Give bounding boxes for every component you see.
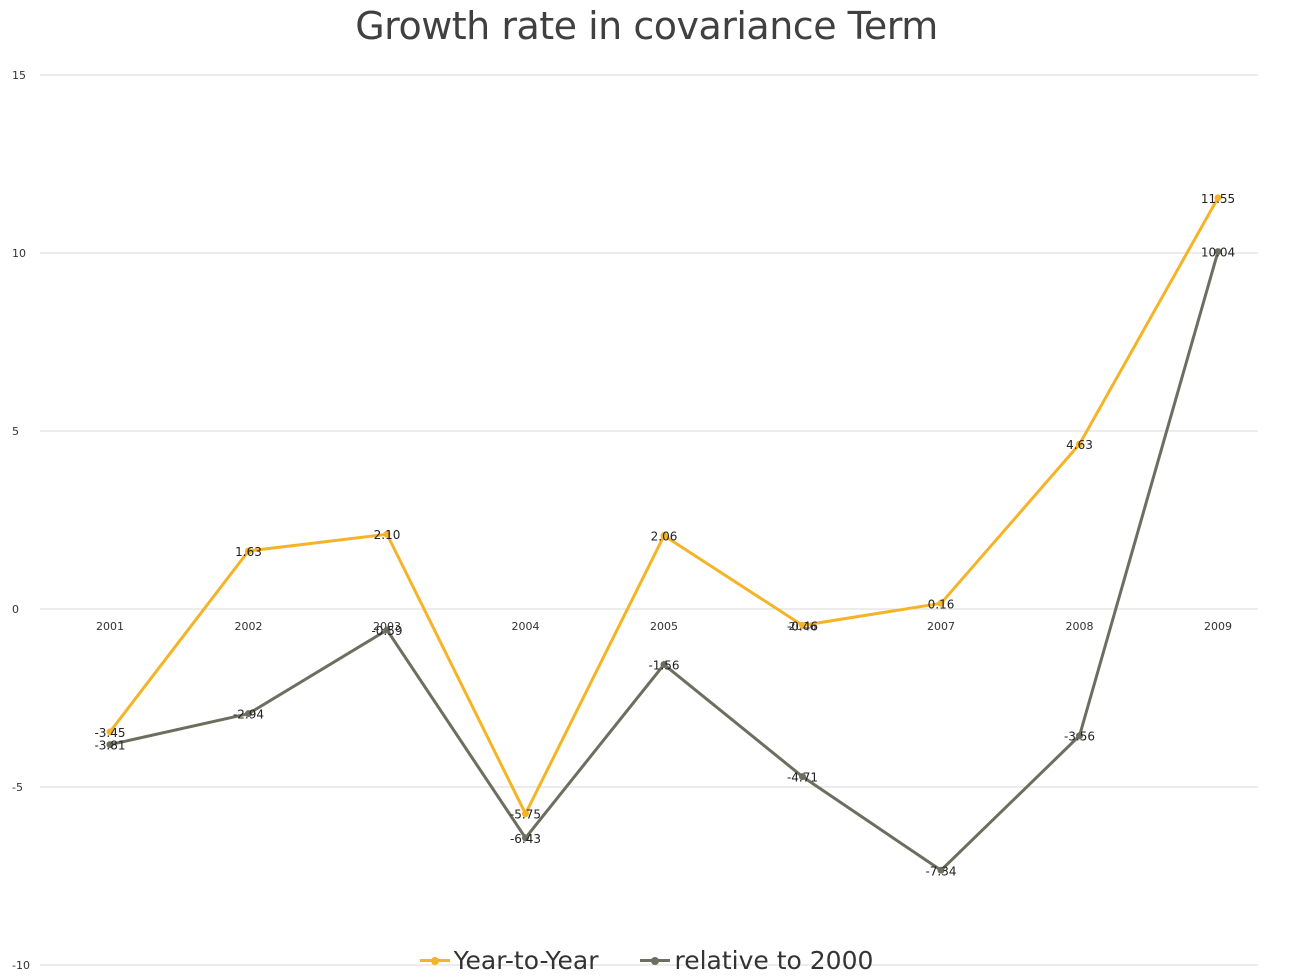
data-point: [1214, 248, 1222, 256]
data-point: [383, 626, 391, 634]
data-label: 2.10: [374, 528, 401, 542]
data-point: [1076, 732, 1083, 740]
data-label: 4.63: [1066, 438, 1093, 452]
series-lines: [106, 194, 1222, 874]
chart-title: Growth rate in covariance Term: [355, 4, 938, 48]
y-tick-label: -10: [12, 959, 30, 972]
y-tick-label: 10: [12, 247, 26, 260]
data-label: -7.34: [925, 864, 956, 878]
y-tick-label: 5: [12, 425, 19, 438]
data-label: -5.75: [510, 808, 541, 822]
data-label: 1.63: [235, 545, 262, 559]
x-tick-label: 2007: [927, 620, 955, 633]
y-tick-label: -5: [12, 781, 23, 794]
data-point: [245, 547, 252, 555]
y-tick-label: 0: [12, 603, 19, 616]
legend: Year-to-Year relative to 2000: [0, 946, 1293, 975]
data-label: -3.81: [94, 739, 125, 753]
data-point: [106, 741, 114, 749]
data-point: [937, 599, 945, 607]
data-point: [245, 710, 252, 718]
x-tick-label: 2008: [1066, 620, 1094, 633]
legend-swatch-relative-to-2000: [640, 956, 671, 965]
data-point: [660, 532, 668, 540]
data-label: -2.94: [233, 708, 264, 722]
x-tick-label: 2009: [1204, 620, 1232, 633]
legend-label-relative-to-2000: relative to 2000: [674, 946, 874, 975]
data-point: [383, 530, 391, 538]
data-point: [660, 661, 668, 669]
y-axis-tick-labels: -10 -5 0 5 10 15: [12, 69, 30, 972]
legend-item-relative-to-2000[interactable]: relative to 2000: [640, 946, 873, 975]
data-label: -6.43: [510, 832, 541, 846]
data-label: 11.55: [1201, 192, 1235, 206]
data-label: -1.56: [648, 659, 679, 673]
x-tick-label: 2003: [373, 620, 401, 633]
data-label: -0.46: [787, 619, 818, 633]
data-label: 2.06: [651, 530, 678, 544]
data-point: [522, 834, 529, 842]
data-point: [106, 728, 114, 736]
x-tick-label: 2001: [96, 620, 124, 633]
data-label: 0.16: [928, 597, 955, 611]
series-line-relative-to-2000: [108, 250, 1220, 872]
y-tick-label: 15: [12, 69, 26, 82]
data-point: [799, 773, 806, 781]
data-point: [1076, 440, 1083, 448]
data-label: -3.45: [94, 726, 125, 740]
x-tick-label: 2005: [650, 620, 678, 633]
series-line-year-to-year: [108, 196, 1220, 816]
gridlines: [40, 74, 1258, 966]
x-tick-label: 2004: [512, 620, 540, 633]
legend-item-year-to-year[interactable]: Year-to-Year: [419, 946, 599, 975]
data-point: [522, 810, 529, 818]
x-axis-tick-labels: 200120022003200420052006200720082009: [96, 620, 1232, 633]
legend-swatch-year-to-year: [419, 956, 450, 965]
data-labels: -3.45 1.63 2.10 -5.75 2.06 -0.46 0.16 4.63 11.55…: [94, 192, 1235, 878]
data-label: -0.59: [371, 624, 402, 638]
data-point: [799, 621, 806, 629]
data-point: [1214, 194, 1222, 202]
data-label: 10.04: [1201, 246, 1235, 260]
legend-label-year-to-year: Year-to-Year: [453, 946, 599, 975]
x-tick-label: 2002: [235, 620, 263, 633]
data-label: -4.71: [787, 771, 818, 785]
data-point: [937, 866, 945, 874]
data-label: -3.56: [1064, 730, 1095, 744]
